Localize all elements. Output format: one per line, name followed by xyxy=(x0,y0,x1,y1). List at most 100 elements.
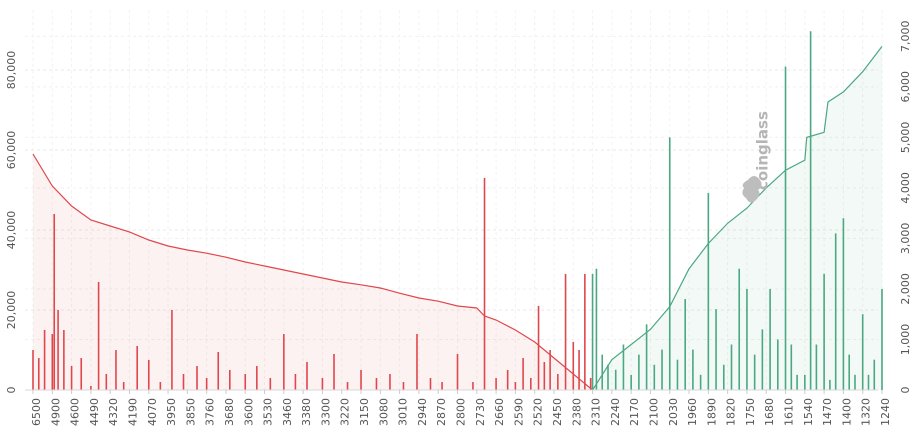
left-bar-23 xyxy=(244,374,247,390)
x-tick-label-37: 1750 xyxy=(744,398,757,426)
right-bar-22 xyxy=(753,354,756,390)
x-tick-label-31: 2170 xyxy=(628,398,641,426)
x-tick-label-12: 3530 xyxy=(262,398,275,426)
left-bar-35 xyxy=(402,382,405,390)
cumulative-line-left xyxy=(32,153,593,391)
right-bar-8 xyxy=(645,324,648,390)
x-tick-label-21: 2870 xyxy=(435,398,448,426)
y-right-tick-label-7: 7,000 xyxy=(899,21,912,53)
y-left-tick-label-1: 20,000 xyxy=(5,291,18,330)
x-tick-label-30: 2240 xyxy=(609,398,622,426)
left-bar-3 xyxy=(51,334,54,390)
left-bar-49 xyxy=(549,350,551,390)
left-bar-25 xyxy=(269,378,272,390)
right-bar-29 xyxy=(804,374,806,390)
y-right-tick-label-5: 5,000 xyxy=(899,122,912,154)
watermark-text: coinglass xyxy=(754,111,772,190)
right-bar-20 xyxy=(738,268,741,390)
x-tick-label-23: 2730 xyxy=(474,398,487,426)
x-tick-label-16: 3220 xyxy=(339,398,352,426)
x-tick-label-35: 1890 xyxy=(705,398,718,426)
right-bar-30 xyxy=(809,31,812,390)
x-tick-label-9: 3760 xyxy=(204,398,217,426)
right-bar-17 xyxy=(715,309,717,390)
axes: 0 20,000 40,000 60,000 80,000 0 1,000 2,000 3,00… xyxy=(5,21,912,426)
left-bar-6 xyxy=(63,330,65,390)
right-bar-31 xyxy=(815,344,818,390)
x-tick-label-15: 3300 xyxy=(319,398,332,426)
left-bar-0 xyxy=(32,350,34,390)
right-bar-10 xyxy=(661,349,663,390)
right-bar-33 xyxy=(829,379,831,390)
left-bar-18 xyxy=(182,374,185,390)
x-tick-label-43: 1320 xyxy=(860,398,873,426)
left-bar-53 xyxy=(578,350,580,390)
right-bar-13 xyxy=(684,299,686,390)
y-right-tick-label-2: 2,000 xyxy=(899,273,912,305)
left-bar-21 xyxy=(217,352,220,390)
right-bar-32 xyxy=(823,273,825,390)
right-bar-23 xyxy=(761,329,764,390)
x-tick-label-32: 2100 xyxy=(648,398,661,426)
right-bar-3 xyxy=(607,364,609,390)
right-bar-39 xyxy=(867,374,870,390)
right-bar-7 xyxy=(638,354,640,390)
y-left-tick-label-0: 0 xyxy=(5,387,18,394)
x-tick-label-25: 2590 xyxy=(512,398,525,426)
left-bar-8 xyxy=(80,358,83,390)
grid xyxy=(25,10,883,391)
left-bar-55 xyxy=(589,378,592,390)
x-tick-label-4: 4320 xyxy=(107,398,120,426)
right-bar-14 xyxy=(692,349,694,390)
right-bar-36 xyxy=(848,354,850,390)
x-tick-label-42: 1400 xyxy=(840,398,853,426)
y-left-tick-label-4: 80,000 xyxy=(5,51,18,90)
x-tick-label-13: 3460 xyxy=(281,398,294,426)
x-tick-label-10: 3680 xyxy=(223,398,236,426)
right-bar-4 xyxy=(614,369,617,390)
left-bar-38 xyxy=(441,382,443,390)
left-bar-31 xyxy=(346,382,349,390)
y-left-tick-label-2: 40,000 xyxy=(5,211,18,250)
right-bar-11 xyxy=(668,137,671,390)
left-bar-50 xyxy=(557,374,559,390)
x-tick-label-36: 1820 xyxy=(725,398,738,426)
x-tick-label-7: 3950 xyxy=(165,398,178,426)
right-bar-35 xyxy=(842,218,845,390)
x-tick-label-44: 1240 xyxy=(879,398,892,426)
x-tick-label-8: 3850 xyxy=(184,398,197,426)
x-tick-label-20: 2940 xyxy=(416,398,429,426)
x-tick-label-14: 3380 xyxy=(300,398,313,426)
x-tick-label-27: 2450 xyxy=(551,398,564,426)
left-bar-15 xyxy=(147,360,150,390)
left-bar-17 xyxy=(171,310,173,390)
left-bar-22 xyxy=(229,370,231,390)
x-tick-label-34: 1960 xyxy=(686,398,699,426)
left-bar-4 xyxy=(53,214,56,390)
right-bar-19 xyxy=(730,344,733,390)
area-fill-left xyxy=(33,154,593,390)
y-right-tick-label-0: 0 xyxy=(899,387,912,394)
left-bar-41 xyxy=(483,178,486,390)
right-bar-1 xyxy=(595,268,598,390)
watermark-logo-icon xyxy=(742,176,762,203)
right-bar-41 xyxy=(881,288,883,390)
area-fill-right xyxy=(592,46,882,391)
x-tick-label-0: 6500 xyxy=(30,398,43,426)
x-tick-label-28: 2380 xyxy=(570,398,583,426)
left-bar-48 xyxy=(543,362,546,390)
left-bar-51 xyxy=(564,274,567,390)
y-right-tick-label-6: 6,000 xyxy=(899,71,912,103)
left-bar-9 xyxy=(90,386,92,390)
area-fills xyxy=(33,46,882,391)
x-tick-label-11: 3600 xyxy=(242,398,255,426)
x-tick-label-19: 3010 xyxy=(397,398,410,426)
left-bar-32 xyxy=(360,370,362,390)
y-right-tick-label-1: 1,000 xyxy=(899,324,912,356)
left-bar-52 xyxy=(572,342,575,390)
left-bar-16 xyxy=(159,382,162,390)
left-bar-28 xyxy=(306,362,308,390)
y-right-tick-label-4: 4,000 xyxy=(899,172,912,204)
right-bar-38 xyxy=(861,314,864,390)
